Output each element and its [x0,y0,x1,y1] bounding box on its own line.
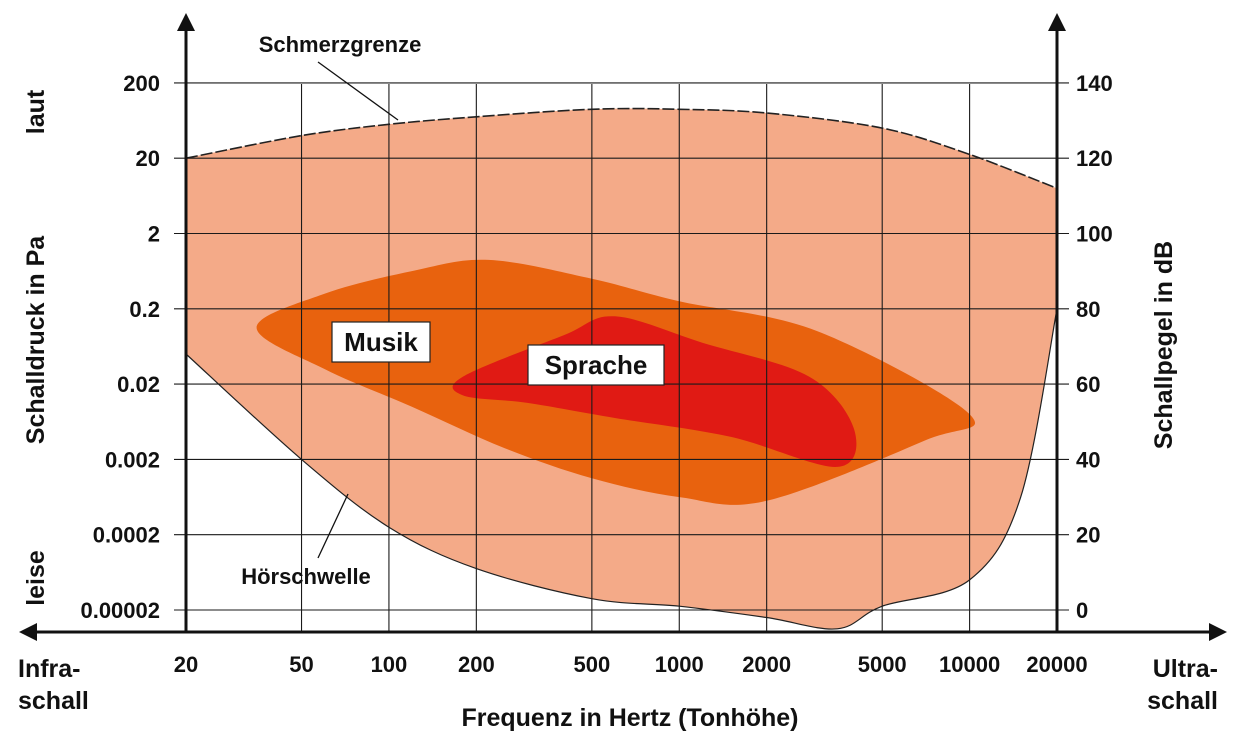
axes [19,13,1227,641]
x-axis-title: Frequenz in Hertz (Tonhöhe) [461,704,798,732]
y-left-tick-label: 200 [123,71,160,96]
y-left-tick-label: 0.02 [117,372,160,397]
y-left-tick-labels: 200 20 2 0.2 0.02 0.002 0.0002 0.00002 [80,71,160,623]
y-right-axis-title: Schallpegel in dB [1150,241,1178,449]
y-right-tick-label: 80 [1076,297,1100,322]
hearing-threshold-label: Hörschwelle [241,564,371,589]
x-tick-label: 500 [574,652,611,677]
x-tick-label: 1000 [655,652,704,677]
x-tick-label: 20 [174,652,198,677]
x-axis-right-end-line1: Ultra- [1153,655,1218,683]
y-left-tick-label: 2 [148,222,160,247]
x-tick-label: 5000 [858,652,907,677]
x-tick-label: 20000 [1026,652,1087,677]
x-tick-label: 200 [458,652,495,677]
y-left-bottom-label: leise [22,550,50,606]
y-left-tick-label: 0.0002 [93,523,160,548]
x-tick-label: 2000 [742,652,791,677]
y-left-tick-label: 0.2 [129,297,160,322]
y-right-tick-label: 100 [1076,222,1113,247]
speech-label: Sprache [545,350,648,380]
music-label-box [331,321,431,363]
y-left-top-label: laut [22,89,50,134]
y-left-tick-label: 0.00002 [80,598,160,623]
y-right-tick-label: 20 [1076,523,1100,548]
x-tick-labels: 20 50 100 200 500 1000 2000 5000 10000 20000 [174,652,1088,677]
x-axis-left-end-line1: Infra- [18,655,81,683]
x-axis-right-end-line2: schall [1147,687,1218,715]
x-tick-label: 10000 [939,652,1000,677]
pain-threshold-line [185,107,1058,190]
y-right-tick-labels: 140 120 100 80 60 40 20 0 [1076,71,1113,623]
y-right-tick-label: 140 [1076,71,1113,96]
x-tick-label: 100 [371,652,408,677]
y-right-tick-label: 60 [1076,372,1100,397]
y-right-tick-label: 120 [1076,146,1113,171]
y-right-tick-label: 0 [1076,598,1088,623]
y-left-tick-label: 20 [136,146,160,171]
x-axis-left-end-line2: schall [18,687,89,715]
speech-label-box [527,344,665,386]
y-right-tick-label: 40 [1076,447,1100,472]
pain-threshold-label: Schmerzgrenze [259,32,422,57]
hearing-threshold-leader [317,493,349,559]
x-tick-label: 50 [289,652,313,677]
y-left-tick-label: 0.002 [105,447,160,472]
pain-threshold-leader [317,61,399,121]
y-left-axis-title: Schalldruck in Pa [22,235,50,445]
music-label: Musik [344,327,418,357]
